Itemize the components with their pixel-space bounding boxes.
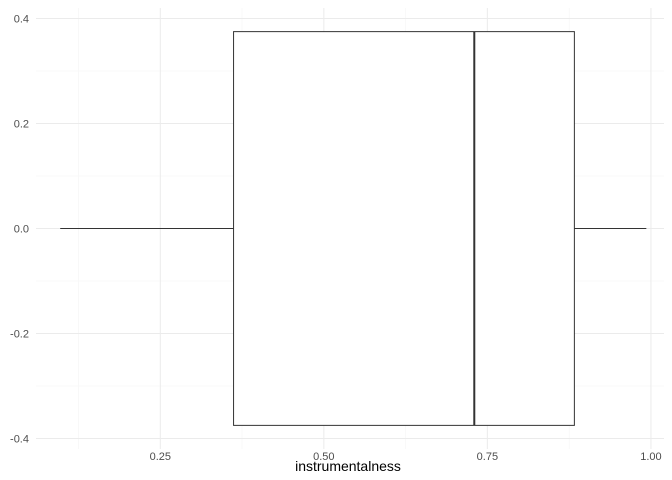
y-tick-label: 0.2 xyxy=(14,119,29,131)
x-axis-tick-labels: 0.25 0.50 0.75 1.00 xyxy=(150,451,662,463)
x-tick-label: 1.00 xyxy=(640,451,661,463)
x-tick-label: 0.50 xyxy=(313,451,334,463)
y-tick-label: -0.2 xyxy=(10,329,29,341)
x-axis-title: instrumentalness xyxy=(295,458,401,474)
interquartile-box xyxy=(233,31,575,426)
y-axis-tick-labels: -0.4 -0.2 0.0 0.2 0.4 xyxy=(10,14,29,446)
x-tick-label: 0.75 xyxy=(477,451,498,463)
y-tick-label: -0.4 xyxy=(10,434,29,446)
y-tick-label: 0.0 xyxy=(14,224,29,236)
y-tick-label: 0.4 xyxy=(14,14,29,26)
x-tick-label: 0.25 xyxy=(150,451,171,463)
boxplot-marks xyxy=(60,31,647,426)
